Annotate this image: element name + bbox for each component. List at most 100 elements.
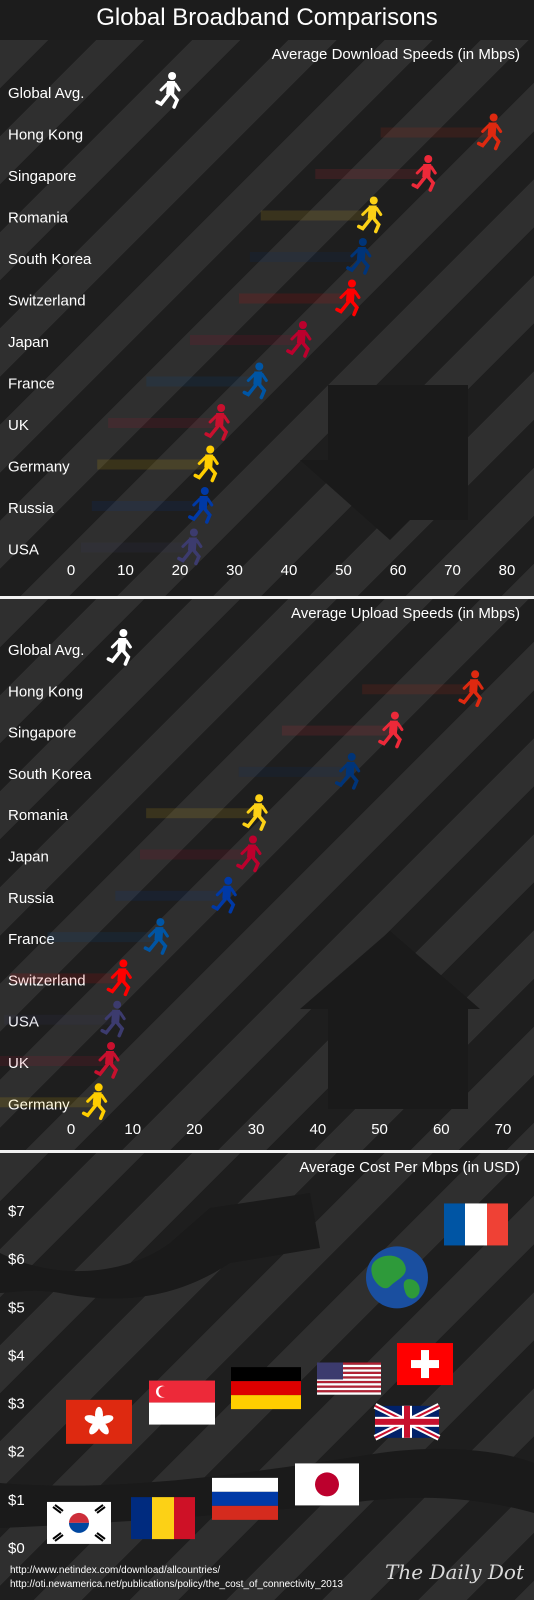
upload-chart: Global Avg. Hong Kong Singapore South Korea… [0, 629, 512, 1138]
flag-south-korea-icon [47, 1501, 111, 1544]
flag-france-icon [444, 1203, 508, 1246]
motion-trail [189, 335, 300, 345]
motion-trail [0, 1056, 109, 1066]
x-tick-label: 70 [495, 1121, 512, 1138]
motion-trail [380, 127, 491, 138]
x-tick-label: 80 [499, 562, 516, 579]
source-link-2[interactable]: http://oti.newamerica.net/publications/p… [10, 1579, 343, 1590]
x-tick-label: 0 [67, 1121, 75, 1138]
running-figure-icon [378, 711, 404, 749]
panel-divider [0, 1150, 534, 1153]
motion-trail [80, 542, 191, 553]
x-tick-label: 0 [67, 562, 75, 579]
y-tick-label: $5 [8, 1299, 25, 1316]
category-label: Switzerland [8, 293, 86, 310]
running-figure-icon [193, 445, 219, 483]
running-figure-icon [286, 321, 312, 358]
category-label: Global Avg. [8, 85, 84, 102]
x-tick-label: 40 [281, 562, 298, 579]
running-figure-icon [94, 1042, 120, 1079]
running-figure-icon [100, 1000, 126, 1038]
motion-trail [10, 973, 121, 984]
running-figure-icon [357, 196, 383, 234]
motion-trail [315, 169, 426, 179]
category-label: Hong Kong [8, 127, 83, 144]
y-tick-label: $6 [8, 1251, 25, 1268]
motion-trail [97, 459, 208, 470]
cost-chart: $7 $6 $5 $4 $3 $2 $1 $0 [0, 1193, 534, 1557]
running-figure-icon [242, 794, 268, 831]
flag-russia-icon [212, 1477, 278, 1520]
category-label: France [8, 376, 55, 393]
running-figure-icon [335, 279, 361, 317]
category-label: USA [8, 542, 39, 559]
category-label: UK [8, 1055, 29, 1072]
category-label: Hong Kong [8, 683, 83, 700]
y-tick-label: $4 [8, 1347, 25, 1364]
y-tick-label: $3 [8, 1396, 25, 1413]
cost-panel: $7 $6 $5 $4 $3 $2 $1 $0 Average Cost Per Mbps (… [0, 1153, 534, 1600]
flag-singapore-icon [149, 1380, 215, 1425]
x-tick-label: 40 [310, 1121, 327, 1138]
category-label: Romania [8, 210, 69, 227]
running-figure-icon [204, 404, 230, 441]
category-label: Singapore [8, 725, 76, 742]
house-silhouette-icon [300, 931, 480, 1109]
x-tick-label: 20 [186, 1121, 203, 1138]
running-figure-icon [411, 155, 437, 192]
category-label: South Korea [8, 766, 92, 783]
y-tick-label: $0 [8, 1540, 25, 1557]
motion-trail [146, 376, 257, 387]
running-figure-icon [81, 1083, 108, 1121]
upload-panel: Global Avg. Hong Kong Singapore South Korea… [0, 599, 534, 1150]
motion-trail [146, 808, 257, 819]
running-figure-icon [106, 959, 132, 997]
house-silhouette-icon [300, 385, 468, 540]
motion-trail [139, 849, 250, 860]
motion-trail [362, 684, 473, 695]
category-label: Singapore [8, 168, 76, 185]
y-tick-label: $2 [8, 1444, 25, 1461]
category-label: Romania [8, 807, 69, 824]
running-figure-icon [177, 528, 203, 566]
source-link-1[interactable]: http://www.netindex.com/download/allcoun… [10, 1565, 221, 1576]
x-tick-label: 20 [172, 562, 189, 579]
motion-trail [0, 1097, 96, 1108]
motion-trail [281, 725, 392, 736]
panel-divider [0, 596, 534, 599]
y-tick-label: $7 [8, 1203, 25, 1220]
motion-trail [249, 252, 360, 262]
motion-trail [238, 766, 349, 777]
flag-hong-kong-icon [66, 1399, 132, 1444]
flag-germany-icon [231, 1367, 301, 1410]
category-label: USA [8, 1014, 39, 1031]
category-label: Japan [8, 849, 49, 866]
x-tick-label: 30 [226, 562, 243, 579]
motion-trail [91, 501, 202, 511]
flag-switzerland-icon [397, 1343, 453, 1386]
running-figure-icon [211, 876, 237, 914]
flag-usa-icon [317, 1362, 381, 1395]
category-label: Germany [8, 1096, 70, 1113]
x-tick-label: 60 [390, 562, 407, 579]
running-figure-icon [476, 113, 503, 151]
x-tick-label: 10 [124, 1121, 141, 1138]
flag-romania-icon [131, 1497, 195, 1540]
category-label: Japan [8, 334, 49, 351]
x-tick-label: 50 [335, 562, 352, 579]
running-figure-icon [242, 362, 268, 400]
daily-dot-logo: The Daily Dot [385, 1560, 524, 1584]
running-figure-icon [458, 670, 484, 708]
download-chart-title: Average Download Speeds (in Mbps) [271, 46, 520, 63]
y-tick-label: $1 [8, 1492, 25, 1509]
upload-chart-title: Average Upload Speeds (in Mbps) [290, 605, 520, 622]
cost-chart-title: Average Cost Per Mbps (in USD) [299, 1159, 520, 1176]
x-tick-label: 60 [433, 1121, 450, 1138]
globe-icon [366, 1246, 428, 1309]
x-tick-label: 70 [444, 562, 461, 579]
download-chart: Global Avg. Hong Kong Singapore Romania Sout… [8, 72, 516, 579]
motion-trail [238, 293, 349, 304]
flag-uk-icon [373, 1403, 441, 1441]
category-label: Russia [8, 890, 55, 907]
